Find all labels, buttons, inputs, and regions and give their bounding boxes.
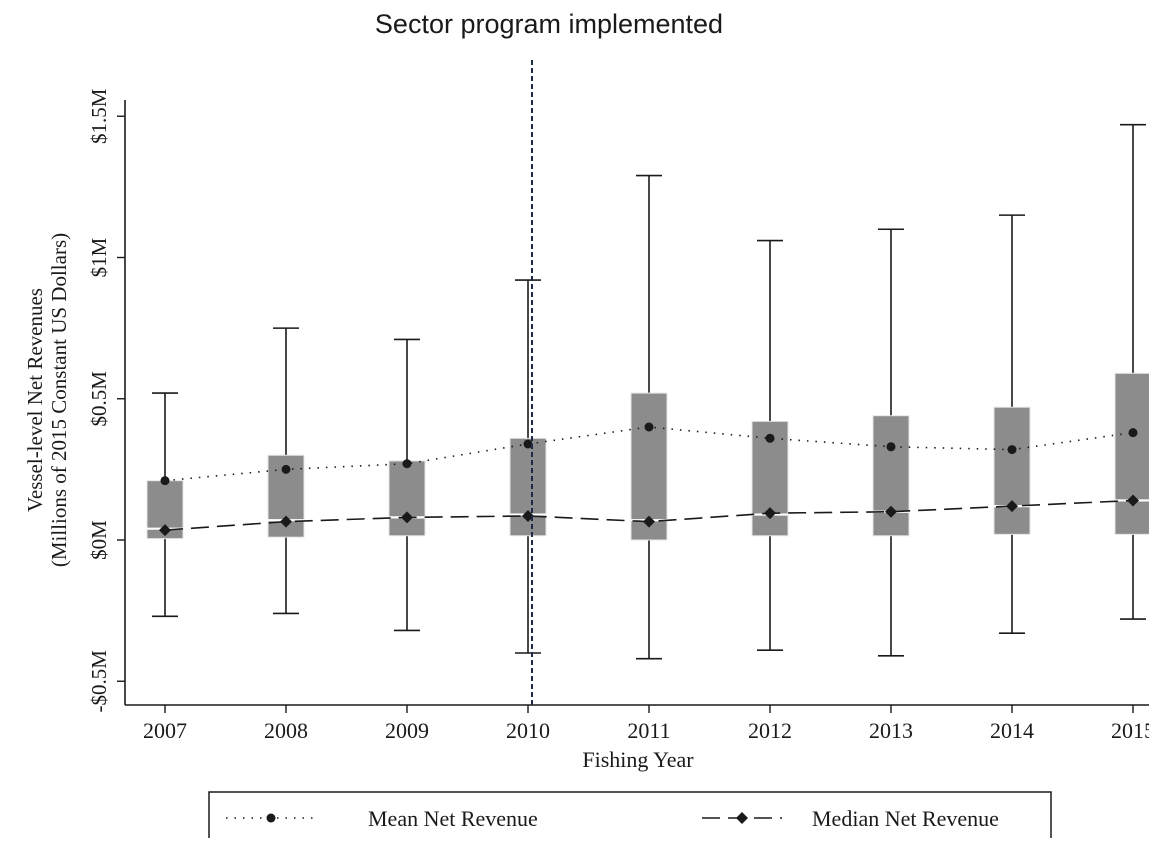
- y-axis-title-group: Vessel-level Net Revenues (Millions of 2…: [23, 233, 71, 567]
- legend-mean-label: Mean Net Revenue: [368, 806, 538, 831]
- mean-point-1: [281, 464, 291, 474]
- legend-median-label: Median Net Revenue: [812, 806, 999, 831]
- box-6: [872, 415, 910, 537]
- x-tick-label-2: 2009: [385, 718, 429, 743]
- box-2: [388, 460, 426, 537]
- x-tick-label-6: 2013: [869, 718, 913, 743]
- median-point-7: [1006, 500, 1018, 513]
- median-point-4: [643, 515, 655, 528]
- box-7: [993, 406, 1031, 535]
- y-tick-label-2: $0.5M: [87, 371, 111, 427]
- y-tick-label-3: $1M: [87, 237, 111, 277]
- y-axis-title: Vessel-level Net Revenues: [23, 288, 47, 512]
- y-tick-label-0: -$0.5M: [87, 650, 111, 713]
- x-tick-label-0: 2007: [143, 718, 187, 743]
- x-axis-title: Fishing Year: [582, 747, 694, 772]
- box-4: [630, 392, 668, 541]
- y-axis-subtitle: (Millions of 2015 Constant US Dollars): [47, 233, 71, 567]
- plot-area: -$0.5M $0M $0.5M $1M $1.5M 2007 2008 2009 2010 20…: [87, 60, 1149, 743]
- mean-point-2: [402, 459, 412, 469]
- y-tick-label-1: $0M: [87, 520, 111, 560]
- median-point-1: [280, 515, 292, 528]
- legend-box: [208, 791, 1052, 841]
- mean-point-8: [1128, 428, 1138, 438]
- x-tick-label-3: 2010: [506, 718, 550, 743]
- x-tick-label-5: 2012: [748, 718, 792, 743]
- mean-point-0: [160, 476, 170, 486]
- mean-point-5: [765, 433, 775, 443]
- x-tick-label-4: 2011: [627, 718, 670, 743]
- x-tick-label-1: 2008: [264, 718, 308, 743]
- legend-mean-marker: [266, 813, 276, 823]
- mean-line: [164, 426, 1134, 482]
- box-8: [1114, 372, 1149, 535]
- mean-point-3: [523, 439, 533, 449]
- median-point-2: [401, 511, 413, 524]
- x-tick-label-8: 2015: [1111, 718, 1149, 743]
- median-point-8: [1127, 494, 1139, 507]
- x-tick-label-7: 2014: [990, 718, 1034, 743]
- annotation-text: Sector program implemented: [375, 9, 723, 39]
- legend: Mean Net Revenue Median Net Revenue: [208, 791, 1052, 841]
- median-point-6: [885, 505, 897, 518]
- median-point-0: [159, 524, 171, 537]
- mean-point-6: [886, 442, 896, 452]
- y-tick-label-4: $1.5M: [87, 88, 111, 144]
- legend-median-marker: [736, 812, 748, 824]
- mean-point-4: [644, 422, 654, 432]
- median-point-5: [764, 507, 776, 520]
- mean-point-7: [1007, 445, 1017, 455]
